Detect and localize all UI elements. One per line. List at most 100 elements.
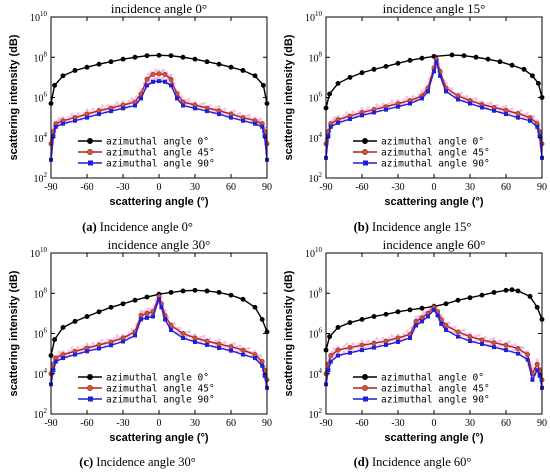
data-point bbox=[229, 348, 233, 353]
data-point bbox=[371, 340, 377, 346]
data-point bbox=[521, 66, 527, 72]
data-point bbox=[168, 53, 174, 59]
caption-c: (c) Incidence angle 30° bbox=[0, 455, 275, 470]
chart-panel-0: incidence angle 0° -90 -60 -30 0 30 60 90 10 2 104… bbox=[8, 1, 272, 208]
haze-dot bbox=[504, 104, 508, 108]
data-point bbox=[241, 118, 245, 123]
x-tick-label: 0 bbox=[157, 182, 162, 193]
y-tick-exponent: 4 bbox=[44, 367, 48, 375]
caption-label: (d) bbox=[353, 455, 369, 469]
y-tick-exponent: 6 bbox=[44, 91, 48, 99]
data-point bbox=[468, 101, 472, 106]
chart-title: incidence angle 30° bbox=[108, 237, 211, 252]
data-point bbox=[205, 109, 209, 114]
data-point bbox=[260, 82, 266, 88]
data-point bbox=[372, 110, 376, 115]
chart-panel-1: incidence angle 15° -90 -60 -30 0 30 60 90 10 2 10… bbox=[283, 1, 547, 208]
haze-dot bbox=[381, 337, 385, 341]
x-axis-label: scattering angle (°) bbox=[109, 196, 208, 208]
haze-dot bbox=[342, 345, 346, 349]
caption-a: (a) Incidence angle 0° bbox=[0, 220, 275, 235]
caption-b: (b) Incidence angle 15° bbox=[275, 220, 550, 235]
haze-dot bbox=[459, 334, 463, 338]
y-tick-label: 106 bbox=[34, 91, 48, 105]
x-tick-label: 60 bbox=[501, 418, 511, 429]
x-tick-label: 60 bbox=[226, 182, 236, 193]
legend: azimuthal angle 0°azimuthal angle 45°azi… bbox=[78, 137, 215, 170]
haze-dot bbox=[411, 94, 415, 99]
haze-dot bbox=[146, 307, 151, 311]
haze-dot bbox=[161, 68, 166, 72]
y-tick-exponent: 8 bbox=[319, 50, 323, 58]
y-tick-exponent: 2 bbox=[319, 407, 323, 415]
data-point bbox=[444, 327, 448, 332]
data-point bbox=[435, 313, 440, 318]
data-point bbox=[121, 106, 125, 111]
haze-dot bbox=[202, 101, 206, 105]
data-point bbox=[383, 63, 389, 69]
data-point bbox=[151, 314, 155, 319]
data-point bbox=[96, 309, 102, 315]
data-point bbox=[228, 111, 234, 117]
data-point bbox=[426, 314, 430, 319]
haze-dot bbox=[85, 108, 89, 112]
haze-dot bbox=[351, 342, 355, 346]
haze-dot bbox=[366, 339, 370, 343]
haze-dot bbox=[507, 340, 511, 344]
data-point bbox=[537, 373, 542, 378]
haze-dot bbox=[70, 346, 74, 350]
data-point bbox=[163, 79, 167, 84]
y-tick-exponent: 8 bbox=[44, 50, 48, 58]
data-point bbox=[515, 288, 521, 294]
data-point bbox=[359, 316, 365, 322]
data-point bbox=[252, 304, 258, 310]
data-point bbox=[51, 134, 56, 139]
series-2 bbox=[49, 297, 269, 390]
data-point bbox=[455, 329, 461, 335]
x-axis-label: scattering angle (°) bbox=[384, 196, 483, 208]
data-point bbox=[60, 73, 66, 79]
haze-dot bbox=[486, 102, 490, 106]
y-axis-label: scattering intensity (dB) bbox=[283, 270, 295, 396]
data-point bbox=[396, 339, 400, 344]
series-line bbox=[325, 308, 543, 388]
data-point bbox=[97, 112, 101, 117]
y-tick-exponent: 6 bbox=[319, 327, 323, 335]
haze-dot bbox=[214, 339, 218, 343]
legend-marker bbox=[363, 160, 368, 166]
haze-dot bbox=[521, 345, 525, 350]
data-point bbox=[503, 107, 509, 113]
data-point bbox=[449, 52, 455, 58]
data-point bbox=[85, 115, 89, 120]
data-point bbox=[156, 52, 162, 58]
haze-dot bbox=[510, 107, 514, 111]
x-tick-label: 90 bbox=[537, 182, 547, 193]
series-line bbox=[325, 289, 543, 351]
data-point bbox=[468, 339, 472, 344]
data-point bbox=[395, 309, 401, 315]
haze-dot bbox=[450, 87, 454, 91]
data-point bbox=[121, 339, 125, 344]
y-tick-exponent: 4 bbox=[319, 131, 323, 139]
data-point bbox=[359, 342, 365, 348]
data-point bbox=[253, 356, 257, 361]
caption-label: (c) bbox=[79, 455, 94, 469]
x-axis-label: scattering angle (°) bbox=[109, 432, 208, 444]
data-point bbox=[515, 111, 521, 116]
data-point bbox=[260, 363, 265, 368]
haze-dot bbox=[76, 345, 80, 350]
data-point bbox=[139, 317, 143, 322]
series-1 bbox=[323, 304, 545, 383]
legend-label: azimuthal angle 0° bbox=[106, 137, 209, 148]
x-tick-label: 30 bbox=[465, 182, 475, 193]
data-point bbox=[193, 106, 197, 111]
data-point bbox=[504, 112, 508, 117]
data-point bbox=[419, 305, 425, 311]
data-point bbox=[503, 342, 509, 348]
haze-dot bbox=[247, 113, 251, 117]
data-point bbox=[419, 55, 425, 61]
haze-dot bbox=[535, 358, 539, 362]
data-point bbox=[108, 304, 114, 310]
haze-dot bbox=[390, 99, 394, 103]
haze-dot bbox=[402, 98, 406, 102]
